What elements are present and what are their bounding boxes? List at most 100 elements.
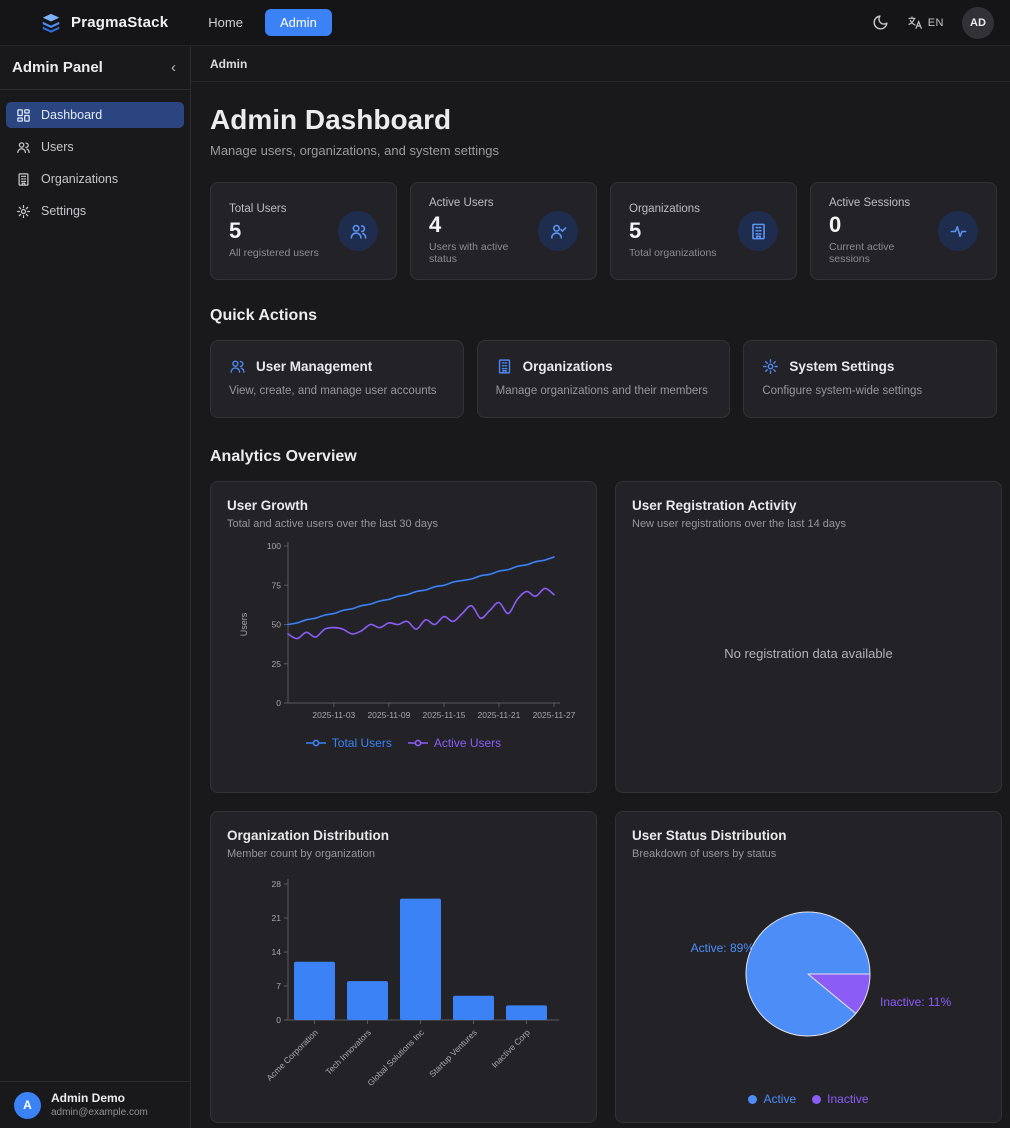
legend-item: Total Users [305,736,392,750]
stat-label: Active Sessions [829,197,911,209]
users-icon [229,358,246,375]
building-icon [738,211,778,251]
breadcrumb: Admin [210,56,248,71]
nav-link-home[interactable]: Home [208,15,243,30]
sidebar-item-label: Users [41,140,74,154]
registration-activity-card: User Registration Activity New user regi… [615,481,1002,793]
svg-text:75: 75 [272,580,282,590]
gear-icon [16,204,31,219]
quick-actions-grid: User Management View, create, and manage… [210,340,997,418]
profile-name: Admin Demo [51,1091,126,1105]
charts-grid: User Growth Total and active users over … [210,481,1002,1123]
users-icon [16,140,31,155]
building-icon [496,358,513,375]
stat-value: 0 [829,212,842,237]
svg-text:2025-11-03: 2025-11-03 [312,710,355,720]
quick-action-organizations[interactable]: Organizations Manage organizations and t… [476,340,731,418]
stat-description: Total organizations [629,247,717,259]
dashboard-icon [16,108,31,123]
sidebar-item-organizations[interactable]: Organizations [6,166,184,192]
sidebar-item-users[interactable]: Users [6,134,184,160]
theme-toggle-button[interactable] [872,14,889,31]
svg-text:Inactive: 11%: Inactive: 11% [880,995,951,1009]
analytics-title: Analytics Overview [210,448,357,465]
user-status-pie-chart: Active: 89% Inactive: 11% [691,911,951,1037]
page-title: Admin Dashboard [210,104,452,135]
stat-value: 5 [229,218,242,243]
building-icon [16,172,31,187]
svg-text:100: 100 [267,541,281,551]
quick-action-description: Manage organizations and their members [495,385,708,397]
stat-description: Users with active status [429,241,509,265]
chart-subtitle: New user registrations over the last 14 … [632,518,846,530]
translate-icon [907,15,923,31]
nav-link-admin[interactable]: Admin [264,9,332,36]
stat-card-organizations: Organizations 5 Total organizations [610,182,797,280]
moon-icon [872,14,889,31]
svg-text:50: 50 [272,620,282,630]
svg-text:Tech Innovators: Tech Innovators [323,1027,373,1077]
user-growth-card: User Growth Total and active users over … [210,481,597,793]
empty-state-message: No registration data available [724,645,893,661]
quick-action-title: Organizations [522,359,613,374]
legend-item: Inactive [812,1092,869,1106]
users-icon [338,211,378,251]
svg-text:25: 25 [272,659,282,669]
svg-text:Users: Users [239,612,249,636]
stat-card-active-users: Active Users 4 Users with active status [410,182,597,280]
chart-title: User Registration Activity [632,498,797,513]
stat-description: All registered users [229,247,319,259]
sidebar-nav: Dashboard Users Organiza [0,90,190,236]
chart-title: User Status Distribution [632,828,787,843]
language-code: EN [927,16,944,29]
chart-subtitle: Total and active users over the last 30 … [227,518,438,530]
brand[interactable]: PragmaStack [40,12,168,34]
quick-action-title: System Settings [789,359,895,374]
user-check-icon [538,211,578,251]
stat-card-active-sessions: Active Sessions 0 Current active session… [810,182,997,280]
svg-text:2025-11-21: 2025-11-21 [478,710,521,720]
sidebar-title: Admin Panel [12,59,103,76]
sidebar-collapse-button[interactable]: ‹ [171,59,176,76]
svg-text:Global Solutions Inc: Global Solutions Inc [365,1027,426,1088]
stat-label: Total Users [229,203,287,215]
chart-subtitle: Member count by organization [227,848,375,860]
sidebar-item-label: Organizations [41,172,119,186]
svg-text:7: 7 [276,981,281,991]
top-navbar: PragmaStack Home Admin EN AD [0,0,1010,46]
svg-text:Acme Corporation: Acme Corporation [264,1027,320,1083]
svg-text:2025-11-27: 2025-11-27 [533,710,576,720]
chart-title: User Growth [227,498,309,513]
brand-name: PragmaStack [71,14,169,31]
activity-icon [938,211,978,251]
user-status-card: User Status Distribution Breakdown of us… [615,811,1002,1123]
gear-icon [762,358,779,375]
stats-grid: Total Users 5 All registered users Activ… [210,182,997,280]
svg-text:2025-11-09: 2025-11-09 [367,710,410,720]
svg-text:14: 14 [272,947,282,957]
stat-value: 4 [429,212,442,237]
quick-action-description: View, create, and manage user accounts [229,385,437,397]
legend-item: Active [748,1092,796,1106]
user-avatar[interactable]: AD [962,6,994,39]
quick-action-system-settings[interactable]: System Settings Configure system-wide se… [743,340,997,418]
pie-chart-legend: Active Inactive [748,1092,869,1106]
sidebar-item-dashboard[interactable]: Dashboard [6,102,184,128]
quick-action-user-management[interactable]: User Management View, create, and manage… [210,340,464,418]
stat-card-total-users: Total Users 5 All registered users [210,182,397,280]
navbar-actions: EN AD [872,6,994,39]
organization-distribution-card: Organization Distribution Member count b… [210,811,597,1123]
chart-subtitle: Breakdown of users by status [632,848,777,860]
line-chart-legend: Total Users Active Users [305,736,501,750]
chart-title: Organization Distribution [227,828,389,843]
language-switcher[interactable]: EN [907,15,944,31]
quick-action-description: Configure system-wide settings [762,385,923,397]
svg-text:28: 28 [272,879,282,889]
svg-text:Inactive Corp: Inactive Corp [489,1027,532,1070]
svg-text:21: 21 [272,913,282,923]
svg-text:Active: 89%: Active: 89% [691,941,755,955]
sidebar-item-settings[interactable]: Settings [6,198,184,224]
organization-bar-chart: 0 7 14 21 28 Acme Corporation Tech InnovatorsG… [264,879,559,1088]
svg-text:2025-11-15: 2025-11-15 [423,710,466,720]
sidebar-user-profile[interactable]: A Admin Demo admin@example.com [0,1081,190,1128]
